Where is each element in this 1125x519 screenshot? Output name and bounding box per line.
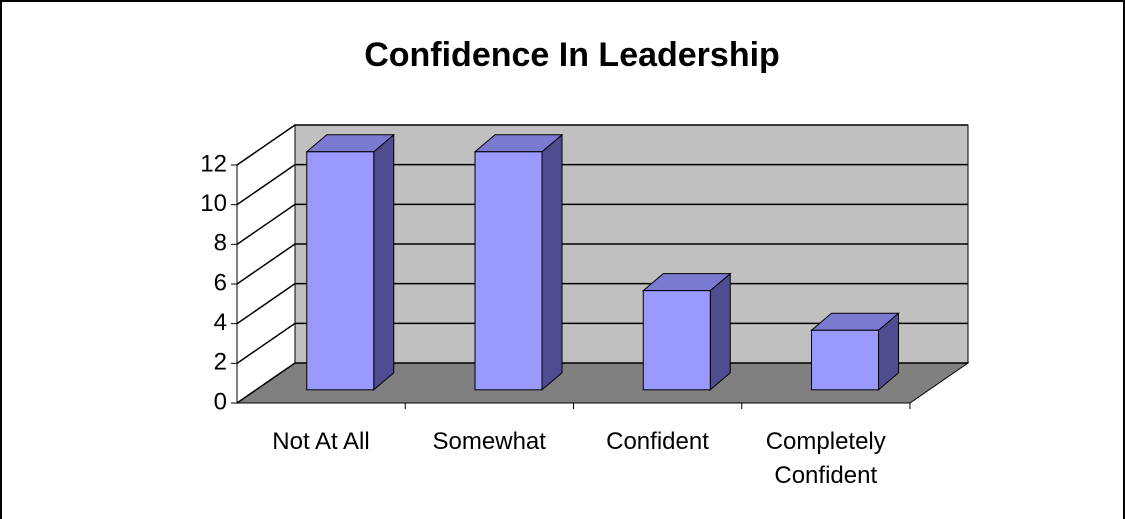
grid-line	[236, 243, 968, 285]
bar-side	[373, 133, 395, 391]
bar-side	[541, 133, 563, 391]
grid-line	[236, 203, 968, 245]
y-tick-label: 6	[214, 269, 227, 296]
chart-title: Confidence In Leadership	[364, 36, 780, 74]
bar	[811, 329, 880, 391]
x-tick-label: Somewhat	[432, 428, 546, 455]
y-tick-label: 10	[200, 190, 227, 217]
y-tick-label: 8	[214, 230, 227, 257]
x-tick-label: Not At All	[272, 428, 370, 455]
y-tick-label: 4	[214, 309, 227, 336]
y-tick-label: 2	[214, 349, 227, 376]
y-tick-label: 0	[214, 388, 227, 415]
y-tick-label: 12	[200, 150, 227, 177]
grid-line	[236, 163, 968, 206]
bar	[474, 151, 543, 391]
x-tick-label: Completely Confident	[765, 428, 886, 489]
bar	[306, 151, 375, 391]
x-tick-label: Confident	[606, 428, 709, 455]
grid-line	[236, 282, 968, 325]
grid-line	[236, 362, 968, 404]
bar-side	[709, 272, 731, 391]
bar	[642, 290, 711, 391]
grid-line	[236, 124, 968, 166]
grid-line	[236, 322, 968, 364]
